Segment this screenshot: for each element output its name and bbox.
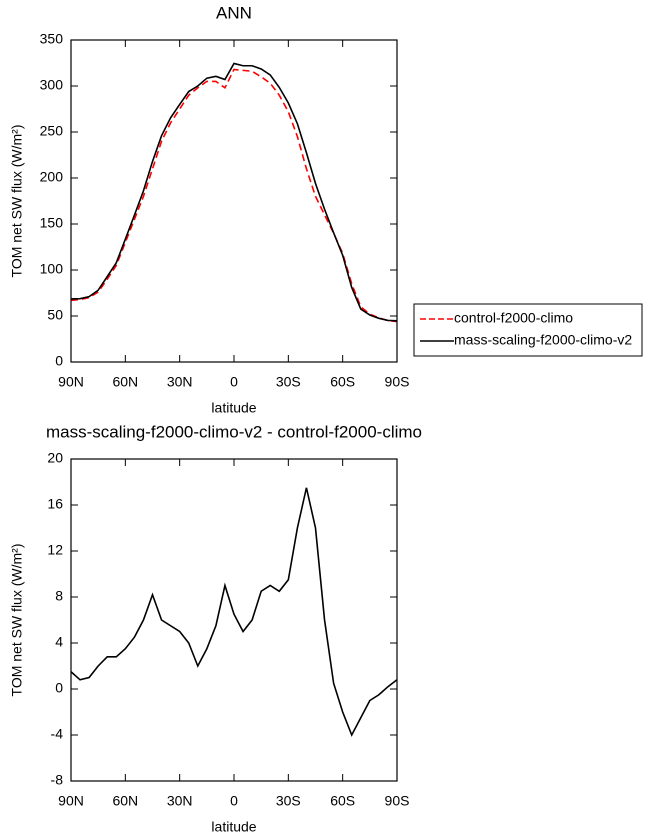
data-line: [70, 68, 398, 323]
chart-title: mass-scaling-f2000-climo-v2 - control-f2…: [46, 422, 422, 441]
y-tick-label: 100: [40, 261, 64, 277]
x-axis-label: latitude: [211, 819, 256, 835]
y-tick-label: 8: [55, 588, 63, 604]
x-tick-label: 60S: [330, 793, 355, 809]
plot-frame: [70, 39, 398, 363]
x-tick-label: 90S: [385, 374, 410, 390]
x-tick-label: 90N: [58, 793, 84, 809]
x-tick-label: 30S: [276, 793, 301, 809]
y-axis-label: TOM net SW flux (W/m²): [9, 544, 25, 697]
legend-box: [413, 303, 643, 357]
x-tick-label: 60N: [112, 793, 138, 809]
y-tick-label: 250: [40, 123, 64, 139]
y-tick-label: 0: [55, 353, 63, 369]
x-axis-label: latitude: [211, 400, 256, 416]
plot-frame: [70, 458, 398, 782]
x-tick-label: 30N: [167, 793, 193, 809]
y-tick-label: 0: [55, 680, 63, 696]
y-axis-label: TOM net SW flux (W/m²): [9, 125, 25, 278]
y-tick-label: -8: [51, 772, 64, 788]
y-tick-label: 200: [40, 169, 64, 185]
y-tick-label: 50: [47, 307, 63, 323]
y-tick-label: 4: [55, 634, 63, 650]
x-tick-label: 0: [230, 793, 238, 809]
y-tick-label: -4: [51, 726, 64, 742]
y-tick-label: 350: [40, 31, 64, 47]
y-tick-label: 300: [40, 77, 64, 93]
x-tick-label: 30N: [167, 374, 193, 390]
x-tick-label: 60S: [330, 374, 355, 390]
y-tick-label: 16: [47, 496, 63, 512]
y-tick-label: 20: [47, 450, 63, 466]
x-tick-label: 30S: [276, 374, 301, 390]
x-tick-label: 90S: [385, 793, 410, 809]
data-line: [70, 62, 398, 322]
legend-label: mass-scaling-f2000-climo-v2: [454, 332, 632, 348]
x-tick-label: 0: [230, 374, 238, 390]
x-tick-label: 90N: [58, 374, 84, 390]
legend-label: control-f2000-climo: [454, 310, 573, 326]
y-tick-label: 12: [47, 542, 63, 558]
data-line: [70, 487, 398, 737]
chart-title: ANN: [216, 3, 252, 22]
y-tick-label: 150: [40, 215, 64, 231]
x-tick-label: 60N: [112, 374, 138, 390]
